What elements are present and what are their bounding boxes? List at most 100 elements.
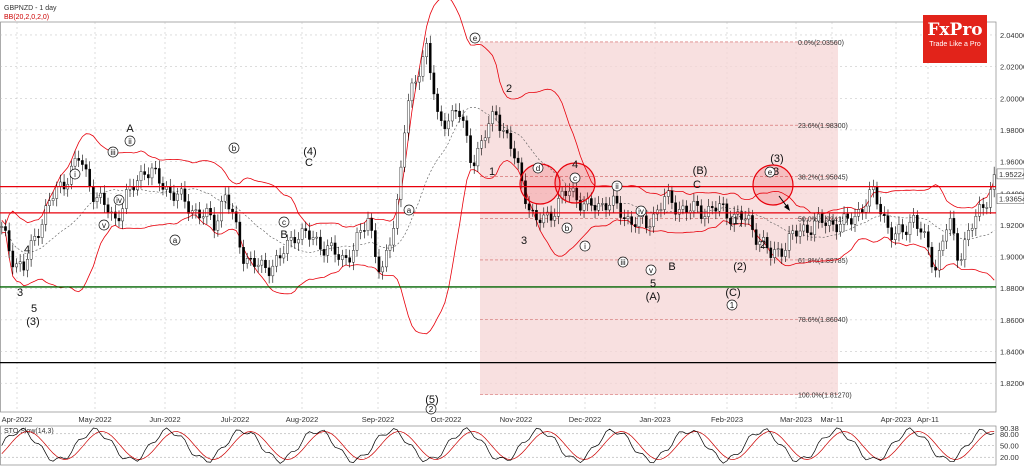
candle-body xyxy=(11,250,15,268)
candle-body xyxy=(425,43,428,57)
candle-body xyxy=(106,204,110,214)
circled-wave-label: b xyxy=(565,224,570,233)
candle-body xyxy=(784,250,787,257)
candle-body xyxy=(209,208,212,216)
candle-body xyxy=(363,230,366,232)
fxpro-logo: FxPro Trade Like a Pro xyxy=(923,15,987,63)
candle-body xyxy=(447,120,450,130)
fibonacci-label: 61.8%(1.89785) xyxy=(798,258,848,265)
candle-body xyxy=(802,224,806,232)
candle-body xyxy=(652,213,655,227)
candle-body xyxy=(322,249,326,256)
wave-label: 2 xyxy=(506,83,512,95)
circled-wave-label: iii xyxy=(110,148,116,157)
candle-body xyxy=(743,218,747,221)
candle-body xyxy=(886,215,890,228)
candle-body xyxy=(919,228,923,233)
candle-body xyxy=(835,224,839,233)
candle-body xyxy=(271,265,275,277)
candle-body xyxy=(655,209,659,215)
candle-body xyxy=(81,160,84,165)
candle-body xyxy=(765,237,769,249)
circled-wave-marker xyxy=(645,264,657,276)
candle-body xyxy=(557,198,560,217)
wave-label: (5) xyxy=(425,394,438,406)
x-tick-label: Jun-2022 xyxy=(149,415,180,424)
candle-body xyxy=(44,205,48,225)
circled-wave-label: a xyxy=(407,206,412,215)
circled-wave-label: 1 xyxy=(730,301,735,310)
candle-body xyxy=(242,247,245,264)
circled-wave-marker xyxy=(561,222,573,234)
candle-body xyxy=(326,245,330,256)
circled-wave-label: a xyxy=(173,236,178,245)
candle-body xyxy=(150,167,154,179)
candle-body xyxy=(502,130,505,132)
candle-body xyxy=(51,198,55,201)
candle-body xyxy=(824,222,828,226)
x-tick-label: Nov-2022 xyxy=(500,415,533,424)
candle-body xyxy=(231,208,234,212)
candle-body xyxy=(308,230,311,240)
y-tick-label: 1.82000 xyxy=(1000,379,1024,388)
wave-label: (3) xyxy=(26,316,39,328)
candle-body xyxy=(245,257,249,264)
resistance-test-circle xyxy=(752,164,794,206)
candle-body xyxy=(432,72,436,95)
candle-body xyxy=(410,82,414,102)
circled-wave-marker xyxy=(169,234,181,246)
candle-body xyxy=(491,111,494,124)
x-tick-label: Oct-2022 xyxy=(431,415,462,424)
candle-body xyxy=(934,266,937,271)
oscillator-level-label: 80.00 xyxy=(1000,430,1019,439)
candle-body xyxy=(377,256,381,273)
circled-wave-marker xyxy=(425,403,437,415)
candle-body xyxy=(809,232,813,235)
candle-body xyxy=(450,110,454,122)
y-tick-label: 1.84000 xyxy=(1000,348,1024,357)
candle-body xyxy=(22,261,26,271)
candle-body xyxy=(571,187,575,192)
candle-body xyxy=(494,111,498,116)
candle-body xyxy=(198,209,201,219)
circled-wave-marker xyxy=(228,142,240,154)
candle-body xyxy=(223,194,227,202)
candle-body xyxy=(535,210,538,221)
candle-body xyxy=(666,190,670,197)
candle-body xyxy=(480,140,483,149)
wave-label: 2 xyxy=(760,239,766,251)
candle-body xyxy=(212,214,216,231)
candle-body xyxy=(659,209,663,211)
candle-body xyxy=(538,219,542,224)
y-tick-label: 1.88000 xyxy=(1000,284,1024,293)
candle-body xyxy=(575,187,579,201)
candle-body xyxy=(293,237,297,244)
circled-wave-marker xyxy=(403,204,415,216)
candle-body xyxy=(568,190,571,196)
y-tick-label: 1.92000 xyxy=(1000,221,1024,230)
candle-body xyxy=(249,257,253,260)
circled-wave-marker xyxy=(617,256,629,268)
candle-body xyxy=(707,206,710,217)
candle-body xyxy=(751,215,754,230)
bb-indicator-label: BB(20,2,0,2,0) xyxy=(4,14,49,21)
wave-label: A xyxy=(126,123,134,135)
candle-body xyxy=(476,148,480,167)
candle-body xyxy=(374,230,377,257)
candle-body xyxy=(201,216,205,219)
circled-wave-marker xyxy=(124,135,136,147)
candle-body xyxy=(73,158,77,167)
candle-body xyxy=(696,201,699,206)
wave-label: 4 xyxy=(24,244,30,256)
x-tick-label: Mar-2023 xyxy=(780,415,812,424)
fibonacci-label: 100.0%(1.81270) xyxy=(798,393,852,400)
candle-body xyxy=(527,203,531,211)
circled-wave-label: d xyxy=(536,164,540,173)
oscillator-level-label: 50.00 xyxy=(1000,442,1019,451)
candle-body xyxy=(904,231,908,235)
candle-body xyxy=(458,110,461,118)
candle-body xyxy=(710,206,714,209)
candle-body xyxy=(846,213,849,219)
circled-wave-marker xyxy=(569,172,581,184)
